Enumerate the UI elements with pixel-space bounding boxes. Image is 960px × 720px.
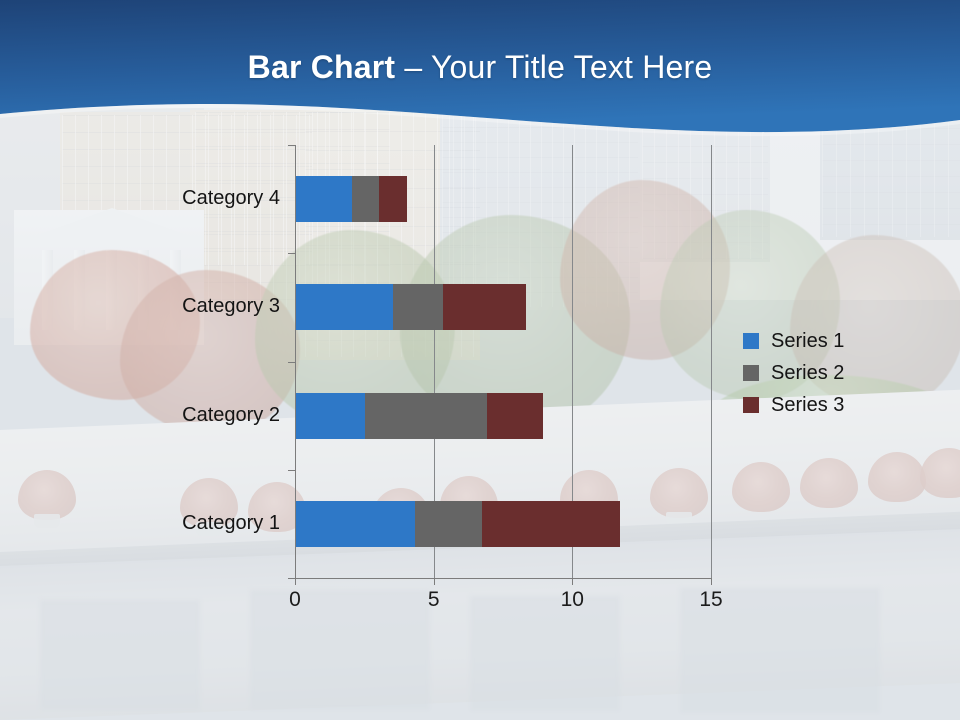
y-tick <box>288 145 295 146</box>
gridline-10 <box>572 145 574 578</box>
bar-segment-cat3-series3[interactable] <box>442 284 527 331</box>
bar-segment-cat4-series1[interactable] <box>296 176 352 222</box>
gridline-15 <box>711 145 712 578</box>
category-label-4: Category 4 <box>182 187 280 209</box>
legend-item-series-3[interactable]: Series 3 <box>743 389 923 421</box>
header-banner: Bar Chart – Your Title Text Here <box>0 0 960 150</box>
gridline-5 <box>433 145 435 578</box>
legend-swatch-icon-series-2 <box>743 365 759 381</box>
legend-swatch-icon-series-3 <box>743 397 759 413</box>
x-tick-10 <box>572 578 574 585</box>
bar-segment-cat3-series1[interactable] <box>296 284 393 331</box>
bar-segment-cat1-series3[interactable] <box>481 500 621 547</box>
x-axis-label-10: 10 <box>560 588 584 611</box>
y-tick <box>288 578 295 579</box>
legend-item-series-2[interactable]: Series 2 <box>743 357 923 389</box>
page-title-separator: – <box>395 49 431 85</box>
category-label-2: Category 2 <box>182 403 280 426</box>
x-axis-line <box>295 578 711 579</box>
plot-area: 0 5 10 15 Category 4 Category 3 Category… <box>182 145 723 611</box>
chart-legend: Series 1 Series 2 Series 3 <box>743 325 923 421</box>
legend-label-series-1: Series 1 <box>771 329 845 352</box>
legend-swatch-icon-series-1 <box>743 333 759 349</box>
y-tick <box>288 361 295 363</box>
page-title-bold: Bar Chart <box>247 49 396 85</box>
page-title-rest: Your Title Text Here <box>430 49 713 85</box>
bar-segment-cat3-series2[interactable] <box>393 284 443 331</box>
bar-segment-cat2-series2[interactable] <box>365 392 488 439</box>
legend-item-series-1[interactable]: Series 1 <box>743 325 923 357</box>
page-title: Bar Chart – Your Title Text Here <box>0 49 960 86</box>
legend-label-series-3: Series 3 <box>771 393 845 416</box>
bar-segment-cat4-series3[interactable] <box>379 176 407 222</box>
y-tick <box>288 469 295 471</box>
bar-segment-cat1-series2[interactable] <box>415 500 482 547</box>
bar-segment-cat4-series2[interactable] <box>351 176 380 222</box>
x-tick-5 <box>433 578 435 585</box>
legend-label-series-2: Series 2 <box>771 361 845 384</box>
x-axis-label-15: 15 <box>699 588 723 611</box>
x-axis-label-5: 5 <box>427 588 440 611</box>
x-tick-15 <box>711 578 712 585</box>
x-tick-0 <box>295 578 296 585</box>
bar-segment-cat2-series1[interactable] <box>296 392 366 439</box>
bar-segment-cat1-series1[interactable] <box>296 500 416 547</box>
category-label-1: Category 1 <box>182 511 280 534</box>
x-axis-label-0: 0 <box>289 588 301 611</box>
y-tick <box>288 253 295 255</box>
y-axis-line <box>295 145 296 578</box>
category-label-3: Category 3 <box>182 295 280 318</box>
bar-segment-cat2-series3[interactable] <box>487 392 543 439</box>
